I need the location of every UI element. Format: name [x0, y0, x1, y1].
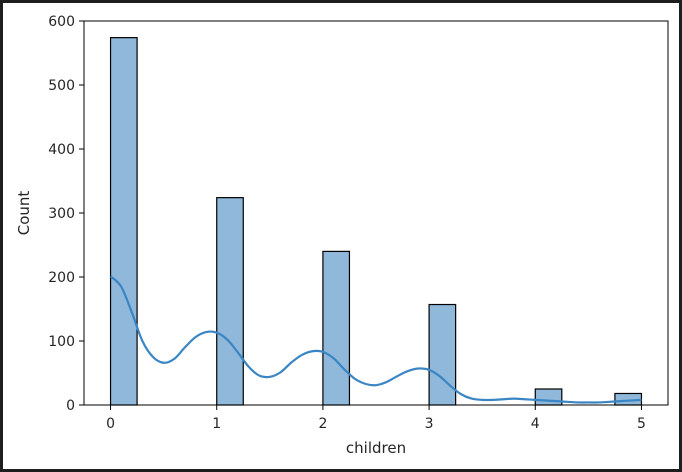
y-tick-label-400: 400 — [48, 142, 75, 158]
y-tick-label-100: 100 — [48, 334, 75, 350]
plot-frame — [83, 20, 669, 406]
histogram-bar-2 — [322, 250, 351, 406]
histogram-bar-1 — [216, 197, 244, 406]
x-axis-label: children — [346, 439, 406, 457]
x-ticks-group: 0 1 2 3 4 5 — [106, 405, 646, 432]
x-tick-label-1: 1 — [212, 416, 221, 432]
axes-group — [83, 20, 669, 406]
histogram-bar-4 — [534, 388, 563, 406]
x-tick-label-0: 0 — [106, 416, 115, 432]
kde-group — [109, 275, 642, 404]
y-axis-label: Count — [15, 191, 33, 236]
y-tick-label-500: 500 — [48, 78, 75, 94]
histogram-bar-0 — [109, 37, 138, 406]
x-tick-label-2: 2 — [318, 416, 327, 432]
kde-line — [109, 275, 642, 404]
y-tick-label-0: 0 — [66, 398, 75, 414]
histogram-chart: 0 1 2 3 4 5 0 100 200 300 400 500 600 children Coun… — [15, 14, 669, 457]
y-ticks-group: 0 100 200 300 400 500 600 — [48, 14, 84, 414]
histogram-bar-3 — [428, 303, 457, 406]
x-tick-label-5: 5 — [637, 416, 646, 432]
x-tick-label-4: 4 — [531, 416, 540, 432]
y-tick-label-300: 300 — [48, 206, 75, 222]
y-tick-label-600: 600 — [48, 14, 75, 30]
x-tick-label-3: 3 — [425, 416, 434, 432]
y-tick-label-200: 200 — [48, 270, 75, 286]
chart-canvas: 0 1 2 3 4 5 0 100 200 300 400 500 600 children Coun… — [3, 3, 679, 469]
bars-group — [109, 37, 643, 406]
